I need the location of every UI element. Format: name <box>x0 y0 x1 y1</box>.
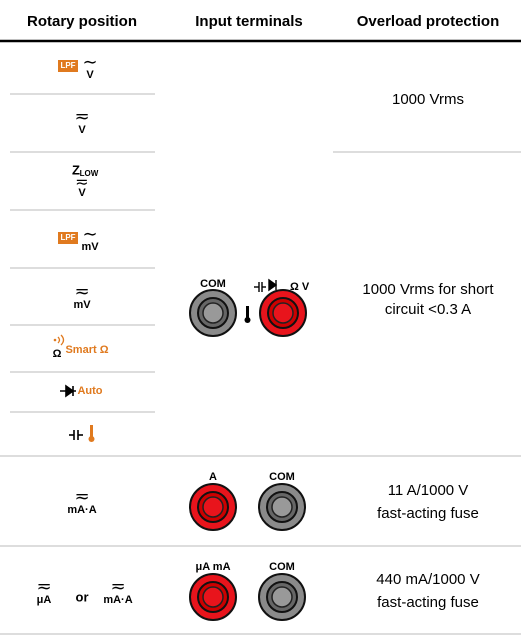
wave-symbol: ≂ <box>74 106 89 126</box>
sound-dot <box>54 339 57 342</box>
unit-label: mV <box>81 241 99 253</box>
header-cell: Rotary position <box>27 13 137 30</box>
jack-inner <box>203 303 223 323</box>
protection-text: circuit <0.3 A <box>385 301 471 318</box>
mode-label: Auto <box>77 385 102 397</box>
protection-text: fast-acting fuse <box>377 505 479 522</box>
terminal-label: COM <box>269 471 295 483</box>
terminal-label: A <box>209 471 217 483</box>
terminal-label: Ω V <box>290 281 310 293</box>
jack-inner <box>203 587 223 607</box>
protection-text: fast-acting fuse <box>377 594 479 611</box>
jack-inner <box>203 497 223 517</box>
capacitance-icon <box>69 430 83 440</box>
wave-symbol: ≂ <box>110 576 125 596</box>
thermometer-icon <box>89 425 95 442</box>
lpf-label: LPF <box>60 233 75 242</box>
unit-label: V <box>86 69 94 81</box>
table: Rotary position Input terminals Overload… <box>0 0 521 635</box>
unit-label: V <box>78 124 86 136</box>
wave-symbol: ≂ <box>36 576 51 596</box>
unit-label: V <box>78 187 86 199</box>
unit-label: μA <box>37 594 52 606</box>
protection-text: 11 A/1000 V <box>388 482 469 499</box>
sound-icon <box>58 335 64 345</box>
unit-label: mA·A <box>103 594 132 606</box>
jack-inner <box>272 587 292 607</box>
protection-text: 440 mA/1000 V <box>376 571 479 588</box>
unit-label: mV <box>73 299 91 311</box>
terminal-label: COM <box>200 278 226 290</box>
diode-icon <box>60 386 76 396</box>
terminal-label: COM <box>269 561 295 573</box>
joiner: or <box>76 589 89 604</box>
diode-icons <box>254 280 276 292</box>
protection-text: 1000 Vrms for short <box>362 281 494 298</box>
header-cell: Input terminals <box>195 13 303 30</box>
header-cell: Overload protection <box>357 13 500 30</box>
protection-text: 1000 Vrms <box>392 91 464 108</box>
jack-inner <box>273 303 293 323</box>
jack-inner <box>272 497 292 517</box>
mode-symbol: Ω <box>53 348 62 360</box>
lpf-label: LPF <box>60 61 75 70</box>
wave-symbol: ≂ <box>74 486 89 506</box>
unit-label: mA·A <box>67 504 96 516</box>
mode-label: Smart Ω <box>65 344 108 356</box>
wave-symbol: ≂ <box>74 281 89 301</box>
terminal-label: μA mA <box>195 561 230 573</box>
thermometer-icon <box>245 306 251 323</box>
